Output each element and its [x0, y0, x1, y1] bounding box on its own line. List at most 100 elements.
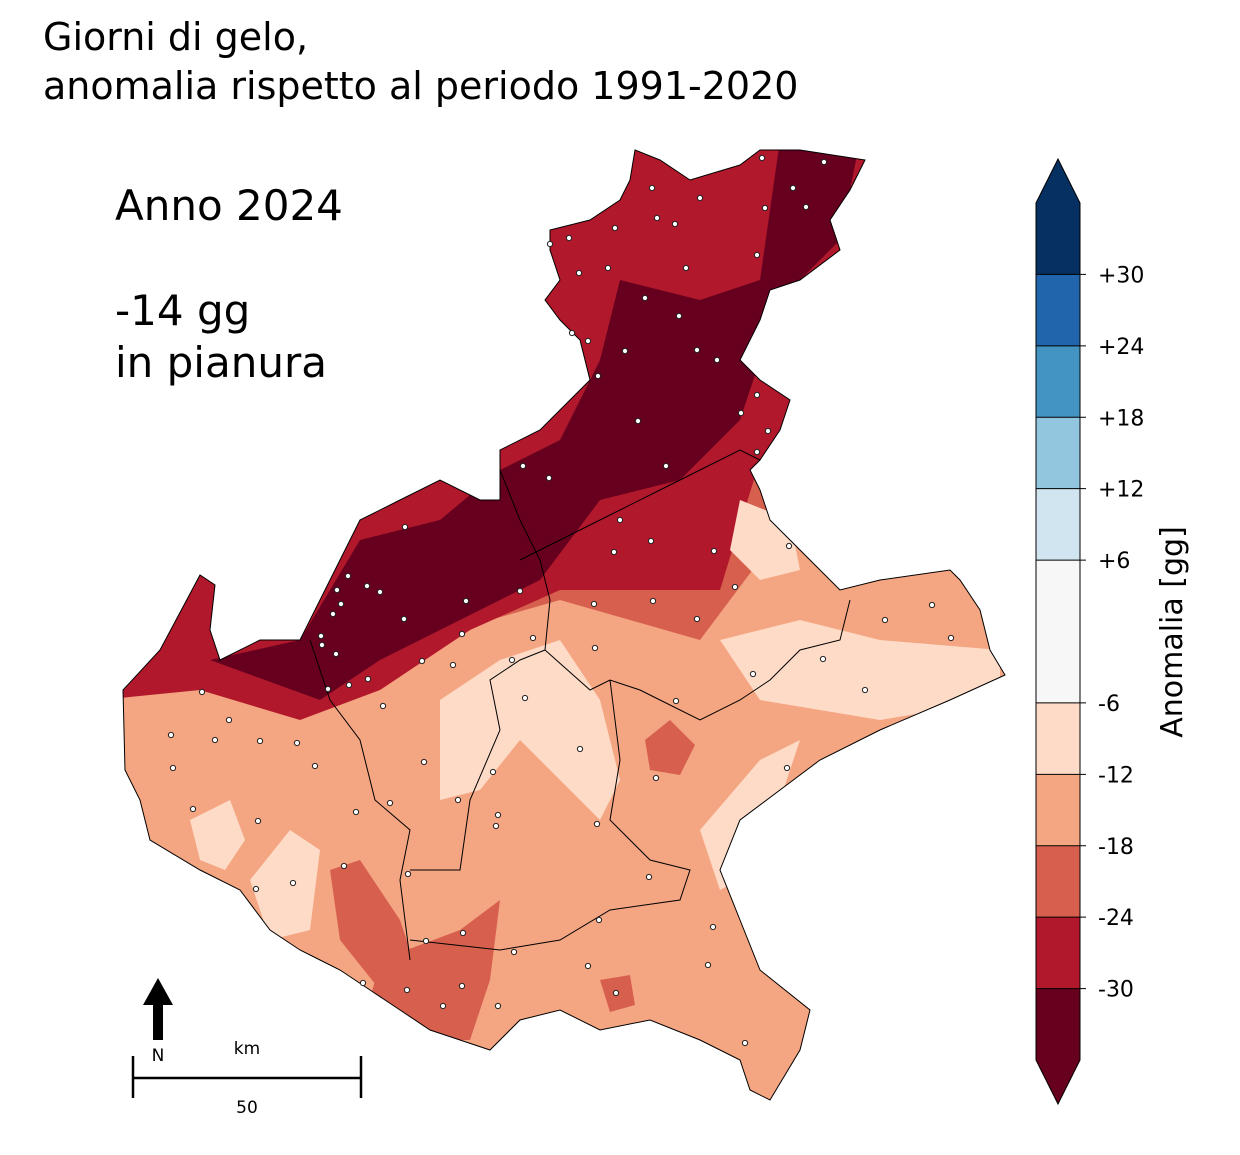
station — [783, 764, 791, 772]
station — [591, 644, 599, 652]
station — [225, 716, 233, 724]
station — [169, 764, 177, 772]
station — [420, 758, 428, 766]
station — [682, 264, 690, 272]
colorbar-segment — [1036, 488, 1080, 561]
station — [400, 615, 408, 623]
station — [634, 417, 642, 425]
station — [753, 391, 761, 399]
station — [508, 656, 516, 664]
station — [693, 346, 701, 354]
scale-unit: km — [234, 1039, 260, 1059]
station — [254, 817, 262, 825]
north-label: N — [152, 1046, 165, 1066]
station — [575, 269, 583, 277]
station — [318, 641, 326, 649]
station — [861, 686, 869, 694]
station — [458, 630, 466, 638]
station — [693, 615, 701, 623]
station — [741, 1039, 749, 1047]
station — [462, 597, 470, 605]
station — [332, 650, 340, 658]
station — [293, 739, 301, 747]
station — [401, 523, 409, 531]
station — [364, 675, 372, 683]
zone — [370, 900, 500, 1040]
colorbar-segment — [1036, 917, 1080, 989]
station — [329, 610, 337, 618]
station — [947, 634, 955, 642]
north-arrow — [143, 978, 173, 1040]
colorbar-segment — [1036, 560, 1080, 703]
station — [710, 547, 718, 555]
station — [649, 597, 657, 605]
station — [311, 762, 319, 770]
zone — [720, 620, 1000, 720]
station — [422, 937, 430, 945]
station — [252, 885, 260, 893]
station — [167, 731, 175, 739]
station — [379, 702, 387, 710]
colorbar-label: Anomalia [gg] — [1155, 526, 1190, 738]
station — [289, 879, 297, 887]
station — [610, 548, 618, 556]
colorbar-segment — [1036, 988, 1080, 1060]
colorbar-extend-high — [1036, 159, 1080, 203]
station — [317, 632, 325, 640]
station — [337, 600, 345, 608]
station — [590, 600, 598, 608]
station — [516, 587, 524, 595]
station — [386, 799, 394, 807]
station — [546, 240, 554, 248]
colorbar-tick-label: +18 — [1098, 406, 1144, 431]
station — [211, 736, 219, 744]
station — [352, 808, 360, 816]
station — [489, 768, 497, 776]
annotation: -14 gg — [115, 286, 250, 335]
colorbar-segment — [1036, 417, 1080, 489]
station — [612, 989, 620, 997]
station — [696, 194, 704, 202]
station — [576, 745, 584, 753]
station — [545, 474, 553, 482]
station — [648, 184, 656, 192]
station — [713, 356, 721, 364]
station — [593, 820, 601, 828]
colorbar-tick-label: +24 — [1098, 335, 1144, 360]
title-line: Giorni di gelo, — [43, 15, 308, 59]
station — [363, 582, 371, 590]
station — [731, 583, 739, 591]
station — [785, 542, 793, 550]
station — [494, 811, 502, 819]
station — [928, 601, 936, 609]
colorbar-tick-label: -6 — [1098, 692, 1120, 717]
colorbar-tick-label: -24 — [1098, 906, 1134, 931]
station — [647, 537, 655, 545]
station — [198, 688, 206, 696]
station — [521, 694, 529, 702]
station — [340, 862, 348, 870]
station — [672, 697, 680, 705]
colorbar-frame — [1035, 157, 1081, 1106]
station — [621, 347, 629, 355]
station — [645, 873, 653, 881]
colorbar-segment — [1036, 203, 1080, 275]
scale-bar — [131, 1056, 363, 1098]
annotation: in pianura — [115, 338, 327, 387]
station — [529, 634, 537, 642]
station — [584, 337, 592, 345]
station — [333, 586, 341, 594]
station — [376, 588, 384, 596]
zone — [210, 150, 860, 700]
station — [403, 986, 411, 994]
station — [492, 822, 500, 830]
zone — [645, 720, 695, 775]
station — [359, 979, 367, 987]
zone — [190, 800, 245, 870]
zone — [250, 830, 320, 940]
colorbar-segment — [1036, 774, 1080, 846]
colorbar-segment — [1036, 845, 1080, 918]
station — [345, 681, 353, 689]
station — [418, 657, 426, 665]
